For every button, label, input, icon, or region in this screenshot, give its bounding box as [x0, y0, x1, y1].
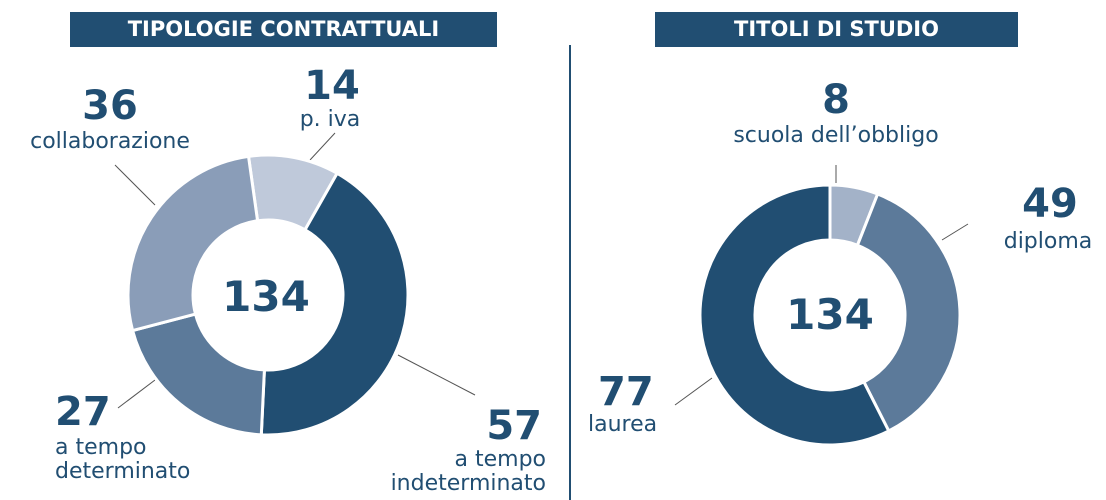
leader [397, 354, 476, 396]
leader [114, 164, 156, 206]
leader [309, 132, 336, 161]
donut-segment [855, 192, 962, 433]
category-label: a tempo determinato [55, 435, 191, 484]
donut-segment [126, 154, 260, 333]
category-label: scuola dell’obbligo [733, 123, 939, 148]
donut-segment [698, 183, 891, 447]
chart-title: TIPOLOGIE CONTRATTUALI [70, 12, 497, 47]
leader [117, 379, 156, 409]
category-label: collaborazione [30, 129, 190, 154]
value-label: 27 [55, 389, 111, 435]
value-label: 57 [486, 403, 542, 449]
value-label: 77 [598, 369, 654, 415]
category-label: a tempo indeterminato [390, 447, 546, 496]
total: 134 [222, 272, 310, 321]
donut-segment [130, 312, 266, 437]
total: 134 [786, 290, 874, 339]
value-label: 14 [304, 63, 360, 109]
donut-segment [259, 171, 410, 437]
category-label: diploma [1003, 229, 1093, 254]
leader [941, 223, 969, 241]
value-label: 36 [82, 83, 138, 129]
chart-title: TITOLI DI STUDIO [655, 12, 1018, 47]
donuts [126, 153, 962, 447]
leader [674, 377, 713, 406]
value-label: 8 [822, 77, 850, 123]
value-label: 49 [1022, 181, 1078, 227]
leader-lines [114, 132, 969, 409]
category-label: p. iva [299, 107, 361, 132]
category-label: laurea [588, 412, 658, 437]
